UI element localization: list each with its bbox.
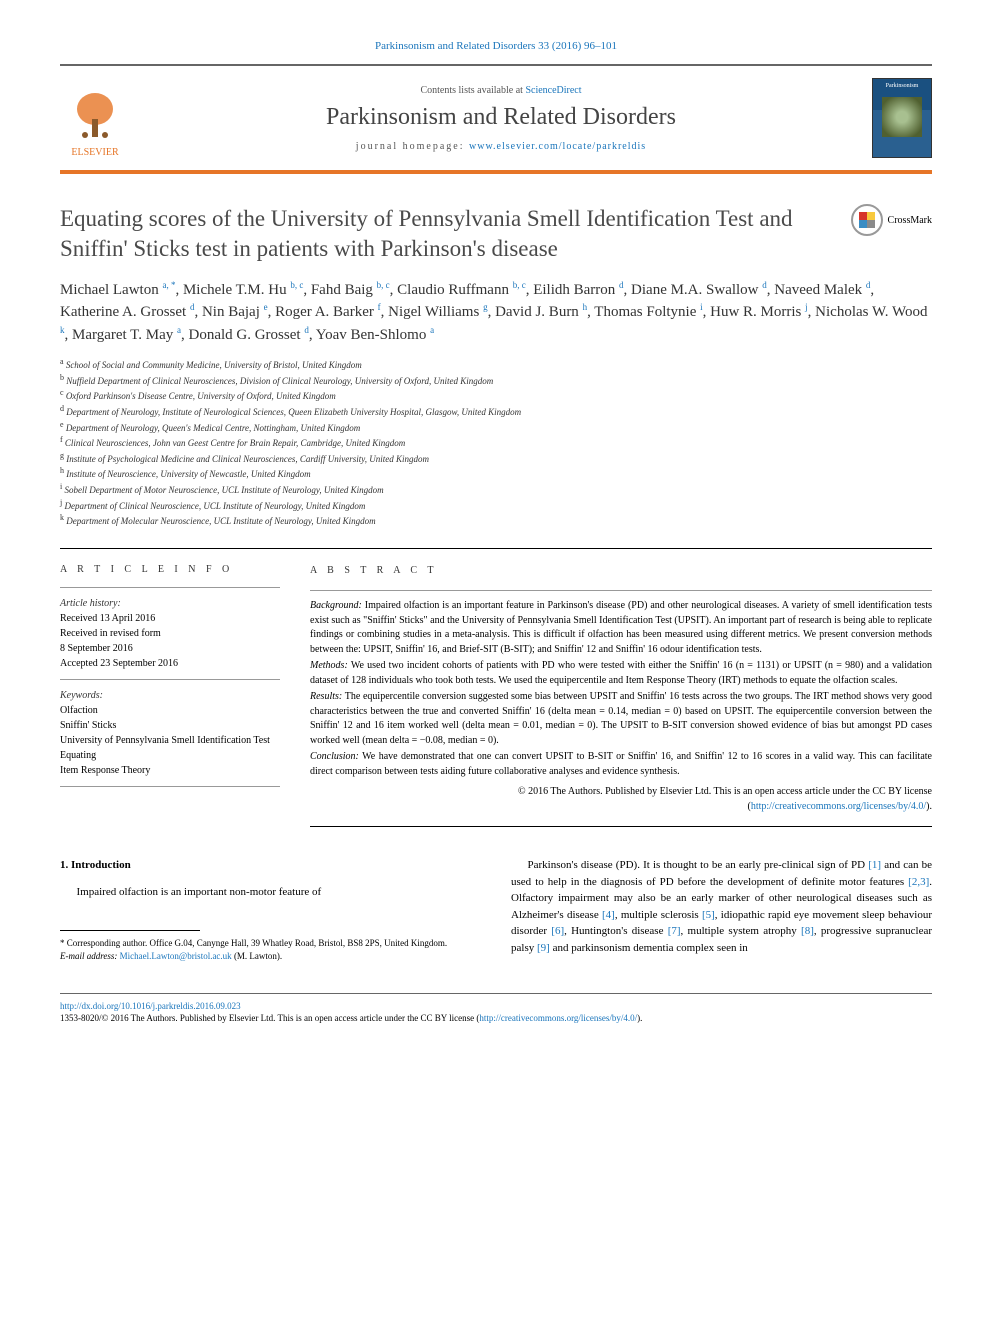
keyword-item: Olfaction bbox=[60, 703, 280, 718]
journal-title: Parkinsonism and Related Disorders bbox=[150, 104, 852, 131]
abstract-heading: A B S T R A C T bbox=[310, 564, 932, 579]
abstract-results-text: The equipercentile conversion suggested … bbox=[310, 691, 932, 746]
journal-header: ELSEVIER Contents lists available at Sci… bbox=[60, 64, 932, 174]
journal-homepage: journal homepage: www.elsevier.com/locat… bbox=[150, 141, 852, 152]
article-history-label: Article history: bbox=[60, 596, 280, 611]
intro-paragraph-part2: Parkinson's disease (PD). It is thought … bbox=[511, 857, 932, 956]
abstract-background-label: Background: bbox=[310, 600, 362, 611]
corresponding-author-footnote: * Corresponding author. Office G.04, Can… bbox=[60, 937, 481, 950]
keyword-item: Sniffin' Sticks bbox=[60, 718, 280, 733]
abstract-conclusion-label: Conclusion: bbox=[310, 751, 359, 762]
history-line: Accepted 23 September 2016 bbox=[60, 656, 280, 671]
issn-copyright-line: 1353-8020/© 2016 The Authors. Published … bbox=[60, 1013, 479, 1023]
email-link[interactable]: Michael.Lawton@bristol.ac.uk bbox=[120, 951, 232, 961]
abstract-results-label: Results: bbox=[310, 691, 342, 702]
intro-paragraph-part1: Impaired olfaction is an important non-m… bbox=[60, 884, 481, 901]
journal-reference: Parkinsonism and Related Disorders 33 (2… bbox=[60, 40, 932, 52]
article-title: Equating scores of the University of Pen… bbox=[60, 204, 836, 264]
keyword-item: Equating bbox=[60, 748, 280, 763]
license-link[interactable]: http://creativecommons.org/licenses/by/4… bbox=[751, 801, 926, 812]
abstract-conclusion-text: We have demonstrated that one can conver… bbox=[310, 751, 932, 777]
crossmark-icon bbox=[851, 204, 883, 236]
section-heading-introduction: 1. Introduction bbox=[60, 857, 481, 874]
abstract-methods-label: Methods: bbox=[310, 660, 348, 671]
email-label: E-mail address: bbox=[60, 951, 117, 961]
article-info-heading: A R T I C L E I N F O bbox=[60, 564, 280, 575]
footer-license-link[interactable]: http://creativecommons.org/licenses/by/4… bbox=[479, 1013, 637, 1023]
abstract-background-text: Impaired olfaction is an important featu… bbox=[310, 600, 932, 655]
email-suffix: (M. Lawton). bbox=[232, 951, 283, 961]
body-column-left: 1. Introduction Impaired olfaction is an… bbox=[60, 857, 481, 962]
page-footer: http://dx.doi.org/10.1016/j.parkreldis.2… bbox=[60, 993, 932, 1025]
elsevier-tree-icon bbox=[65, 87, 125, 147]
article-info-sidebar: A R T I C L E I N F O Article history: R… bbox=[60, 564, 280, 828]
history-line: Received in revised form bbox=[60, 626, 280, 641]
keyword-item: Item Response Theory bbox=[60, 763, 280, 778]
crossmark-badge[interactable]: CrossMark bbox=[851, 204, 932, 236]
keywords-label: Keywords: bbox=[60, 688, 280, 703]
doi-link[interactable]: http://dx.doi.org/10.1016/j.parkreldis.2… bbox=[60, 1001, 241, 1011]
sciencedirect-link[interactable]: ScienceDirect bbox=[525, 85, 581, 96]
affiliations-list: a School of Social and Community Medicin… bbox=[60, 356, 932, 528]
authors-list: Michael Lawton a, *, Michele T.M. Hu b, … bbox=[60, 279, 932, 347]
homepage-link[interactable]: www.elsevier.com/locate/parkreldis bbox=[469, 141, 646, 152]
elsevier-logo: ELSEVIER bbox=[60, 78, 130, 158]
journal-cover-thumbnail: Parkinsonism bbox=[872, 78, 932, 158]
abstract: A B S T R A C T Background: Impaired olf… bbox=[310, 564, 932, 828]
crossmark-label: CrossMark bbox=[888, 215, 932, 226]
history-line: Received 13 April 2016 bbox=[60, 611, 280, 626]
keyword-item: University of Pennsylvania Smell Identif… bbox=[60, 733, 280, 748]
copyright-text: © 2016 The Authors. Published by Elsevie… bbox=[518, 786, 932, 797]
body-column-right: Parkinson's disease (PD). It is thought … bbox=[511, 857, 932, 962]
abstract-methods-text: We used two incident cohorts of patients… bbox=[310, 660, 932, 686]
contents-available-line: Contents lists available at ScienceDirec… bbox=[150, 85, 852, 96]
history-line: 8 September 2016 bbox=[60, 641, 280, 656]
